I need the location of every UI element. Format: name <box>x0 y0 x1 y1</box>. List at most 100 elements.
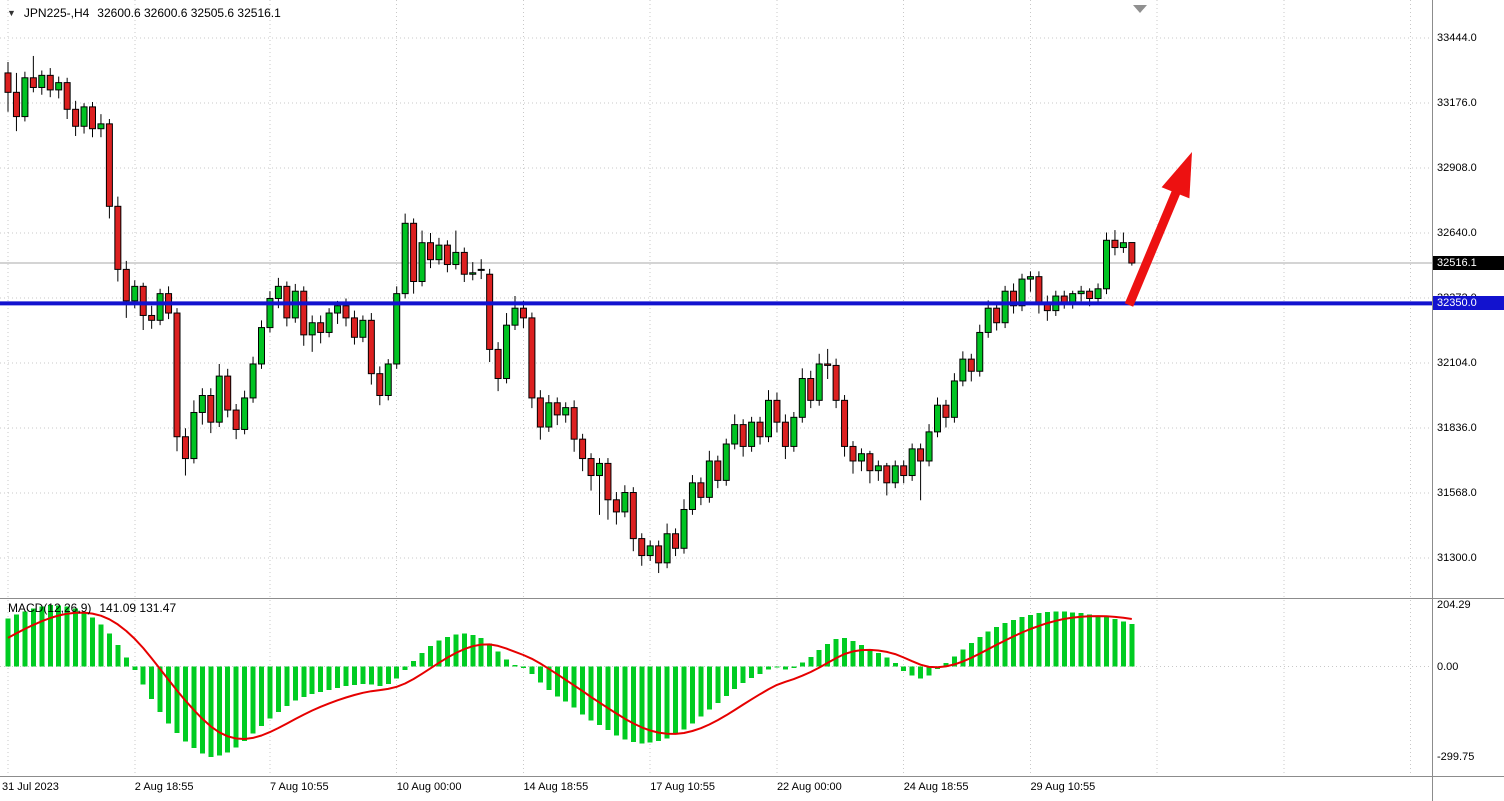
candle <box>427 233 434 269</box>
candle <box>367 313 375 385</box>
candle <box>97 114 105 138</box>
macd-bar <box>436 640 442 667</box>
macd-bar <box>1104 617 1109 667</box>
candle <box>680 499 688 554</box>
candle <box>190 400 198 464</box>
macd-bar <box>918 666 924 679</box>
candle <box>72 100 80 136</box>
macd-bar <box>385 666 391 684</box>
collapse-triangle-icon[interactable]: ▼ <box>7 8 16 18</box>
macd-bar <box>994 627 1000 667</box>
candle <box>841 395 849 457</box>
macd-bar <box>875 653 881 667</box>
macd-bar <box>199 666 205 754</box>
macd-bar <box>1019 617 1025 667</box>
macd-bar <box>64 606 70 667</box>
macd-bar <box>182 666 188 742</box>
candle <box>1111 230 1119 256</box>
macd-bar <box>22 611 28 667</box>
candle <box>934 397 941 438</box>
macd-bar <box>858 644 864 667</box>
macd-bar <box>943 662 949 667</box>
macd-bar <box>546 666 552 691</box>
macd-bar <box>326 666 332 691</box>
macd-bar <box>275 666 281 712</box>
candle <box>967 353 975 382</box>
candle <box>857 448 865 472</box>
macd-bar <box>166 666 172 724</box>
macd-bar <box>292 666 298 701</box>
candle <box>570 400 578 452</box>
macd-bar <box>5 618 11 667</box>
candle <box>317 315 325 344</box>
candle <box>731 414 739 450</box>
macd-bar <box>208 666 214 758</box>
candle <box>29 55 37 93</box>
macd-bar <box>335 666 341 689</box>
macd-bar <box>960 649 966 667</box>
candle <box>553 397 561 426</box>
candle <box>308 315 316 352</box>
macd-bar <box>140 666 146 685</box>
symbol-ohlc-label: ▼ JPN225-,H4 32600.6 32600.6 32505.6 325… <box>7 6 281 20</box>
macd-bar <box>428 646 433 667</box>
candle <box>148 305 156 329</box>
macd-bar <box>715 666 721 703</box>
chart-shift-marker-icon[interactable] <box>1133 5 1147 13</box>
macd-bar <box>1002 623 1008 667</box>
macd-bar <box>115 644 121 667</box>
macd-bar <box>537 666 543 683</box>
candle <box>393 286 401 369</box>
current-price-tag: 32516.1 <box>1433 256 1504 271</box>
candlestick-series <box>4 55 1136 574</box>
candle <box>1018 273 1026 312</box>
macd-bar <box>284 666 290 706</box>
candle <box>435 237 443 265</box>
candle <box>883 462 891 496</box>
candle <box>21 71 29 122</box>
macd-bar <box>1087 614 1093 667</box>
candle <box>325 308 333 338</box>
macd-bar <box>123 657 129 667</box>
candle <box>807 370 815 409</box>
candle <box>241 390 249 435</box>
macd-bar <box>106 633 112 667</box>
macd-bar <box>1129 624 1135 667</box>
macd-bar <box>884 657 890 667</box>
macd-bar <box>453 634 459 667</box>
trend-arrow-object[interactable] <box>1124 152 1192 307</box>
macd-bar <box>571 666 577 708</box>
candle <box>908 443 916 481</box>
candle <box>443 240 451 273</box>
macd-bar <box>343 666 349 687</box>
macd-bar <box>259 666 264 727</box>
macd-bar <box>520 666 526 668</box>
candle <box>300 286 308 346</box>
candle <box>198 388 206 425</box>
candle <box>12 72 20 132</box>
candle <box>655 540 663 574</box>
macd-bar <box>757 666 763 674</box>
candle <box>139 282 147 331</box>
macd-bar <box>647 666 653 743</box>
macd-bar <box>774 666 780 668</box>
macd-bar <box>554 666 560 697</box>
candle <box>739 419 747 457</box>
candle <box>993 302 1001 331</box>
candle <box>80 103 88 134</box>
candle <box>646 540 654 561</box>
candle <box>976 324 984 377</box>
macd-bar <box>563 666 569 702</box>
macd-bar <box>81 612 87 667</box>
candle <box>832 358 840 409</box>
macd-bar <box>487 643 493 667</box>
candle <box>688 475 696 515</box>
candle <box>705 450 713 503</box>
macd-bar <box>808 656 814 667</box>
macd-bar <box>630 666 636 742</box>
macd-bar <box>504 659 510 667</box>
macd-values: 141.09 131.47 <box>99 601 177 615</box>
macd-bar <box>444 637 450 667</box>
candle <box>697 477 705 506</box>
